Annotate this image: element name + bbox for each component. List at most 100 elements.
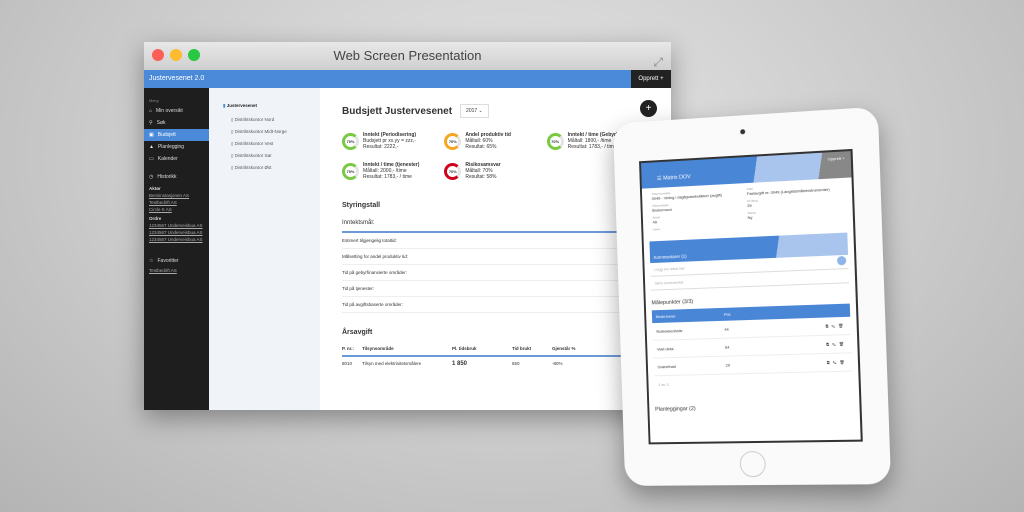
menu-icon[interactable]: ☰ [657, 176, 662, 182]
order-link[interactable]: 1234567 Underveisbua AS [144, 229, 209, 236]
section-title: Årsavgift [342, 329, 649, 336]
progress-ring: 70% [342, 133, 359, 150]
delete-icon[interactable]: 🗑 [839, 360, 847, 365]
sidebar: Meny ⌂ Min oversikt ⚲ Søk ▣ Budsjett ▲ Planl… [144, 88, 209, 410]
browser-window: Web Screen Presentation ⤢ Justervesenet … [144, 42, 671, 410]
kpi-result: Resultat: 1783,- / time [363, 174, 419, 180]
home-button[interactable] [739, 451, 766, 477]
sidebar-item-search[interactable]: ⚲ Søk [144, 117, 209, 129]
styring-row: Estimert tilgjengelig totaltid:20 00 [342, 233, 649, 249]
send-icon[interactable] [837, 256, 846, 265]
row-label: Tid på tjenester: [342, 286, 374, 291]
progress-ring: 70% [444, 133, 461, 150]
zoom-button[interactable] [188, 49, 200, 61]
star-icon: ☆ [149, 258, 153, 264]
cell: Vekt dekk [657, 345, 725, 352]
menu-label: Meny [144, 96, 209, 105]
ipad-field: Omfang 29 [747, 194, 842, 208]
cell: 8010 [342, 361, 362, 367]
kpi-result: Resultat: 2222,- [363, 144, 416, 150]
col-header: Tilsynsområde [362, 346, 452, 351]
col-header: Pl. tidsbruk [452, 346, 512, 351]
field-label: Omfang [747, 194, 842, 203]
kpi-card[interactable]: 70% Inntekt (Periodisering) Budsjett pr xx… [342, 132, 444, 150]
col-header: Pris [724, 310, 794, 317]
kpi-card[interactable]: 70% Risikosamsvar Måltall: 70% Resultat: 58… [444, 162, 546, 180]
tree-item[interactable]: ▯ Distriktskontor Vest [223, 138, 320, 150]
calendar-icon: ▭ [149, 156, 154, 162]
label: Distriktskontor Sør [235, 153, 272, 158]
close-button[interactable] [152, 49, 164, 61]
field-label: Intern [653, 223, 745, 231]
field-value: 29 [747, 203, 752, 208]
add-button[interactable]: + [640, 100, 657, 117]
col-header: Gjenstår % [552, 346, 592, 351]
favorite-link[interactable]: Testbedrift AS [144, 267, 209, 274]
sidebar-item-history[interactable]: ◷ Historikk [144, 171, 209, 183]
order-link[interactable]: 1234567 Underveisbua AS [144, 236, 209, 243]
tree-item[interactable]: ▯ Distriktskontor Øst [223, 162, 320, 174]
progress-ring: 70% [444, 163, 461, 180]
label: Planlegging [158, 144, 184, 150]
ipad-screen: ☰ Matrix DOV Opprett + Tilsynsområde 0049 … [639, 149, 863, 444]
sidebar-item-overview[interactable]: ⌂ Min oversikt [144, 105, 209, 117]
actor-link[interactable]: Bensinstasjonen AS [144, 192, 209, 199]
section-title: Styringstall [342, 202, 649, 209]
styring-row: Tid på gebyrfinansierte områder:3 00 [342, 265, 649, 281]
orders-heading: Ordre [144, 213, 209, 222]
delete-icon[interactable]: 🗑 [839, 341, 847, 346]
table-row[interactable]: 8010 Tilsyn med elektrisitetsmålere 1 850 6… [342, 357, 649, 371]
planning-icon: ▲ [149, 144, 154, 150]
kpi-card[interactable]: 70% Andel produktiv tid Måltall: 60% Result… [444, 132, 546, 150]
notes-title: Planleggingar (2) [655, 403, 853, 413]
label: Min oversikt [156, 108, 183, 114]
styring-row: Inntektsmål:15 30 [342, 215, 649, 233]
cell: Tilsyn med elektrisitetsmålere [362, 361, 452, 367]
label: Distriktskontor Vest [235, 141, 274, 146]
table-body: 8010 Tilsyn med elektrisitetsmålere 1 850 6… [342, 357, 649, 371]
pager[interactable]: 1 av 3 [654, 372, 853, 393]
app-name: Justervesenet 2.0 [149, 75, 204, 82]
sidebar-item-favorites[interactable]: ☆ Favoritter [144, 255, 209, 267]
cell: 29 [725, 361, 795, 368]
sidebar-item-budget[interactable]: ▣ Budsjett [144, 129, 209, 141]
year-select[interactable]: 2017 ⌄ [460, 104, 489, 118]
app-bar: Justervesenet 2.0 Opprett + [144, 70, 671, 88]
sidebar-item-planning[interactable]: ▲ Planlegging [144, 141, 209, 153]
create-button[interactable]: Opprett + [631, 70, 671, 88]
cell: Grønt/frukt [657, 363, 725, 370]
order-link[interactable]: 1234567 Underveisbua AS [144, 222, 209, 229]
tree-item[interactable]: ▯ Distriktskontor Sør [223, 150, 320, 162]
tree-root[interactable]: ▮ Justervesenet [223, 103, 320, 109]
kpi-result: Resultat: 65% [465, 144, 511, 150]
progress-ring: 70% [342, 163, 359, 180]
year-value: 2017 [466, 108, 477, 114]
field-label: Antall [652, 211, 744, 219]
tree-item[interactable]: ▯ Distriktskontor Midt-Norge [223, 126, 320, 138]
ipad-title: Matrix DOV [663, 174, 691, 181]
tree-item[interactable]: ▯ Distriktskontor Nord [223, 114, 320, 126]
col-header: P. nr.: [342, 346, 362, 351]
kpi-card[interactable]: 70% Inntekt / time (tjenester) Måltall: 20… [342, 162, 444, 180]
minimize-button[interactable] [170, 49, 182, 61]
col-header: Beskrivelse [656, 312, 724, 319]
kpi-result: Resultat: 1783,- / time [568, 144, 618, 150]
kpi-result: Resultat: 58% [465, 174, 500, 180]
cell: 64 [725, 343, 795, 350]
table-header: P. nr.: Tilsynsområde Pl. tidsbruk Tid bruk… [342, 342, 649, 357]
ipad-create-button[interactable]: Opprett + [827, 155, 844, 161]
label: Historikk [157, 174, 176, 180]
label: Budsjett [158, 132, 176, 138]
actor-link[interactable]: Circle K AS [144, 206, 209, 213]
label: Kalender [158, 156, 178, 162]
progress-ring: 70% [547, 133, 564, 150]
search-icon: ⚲ [149, 120, 153, 126]
row-label: Inntektsmål: [342, 220, 374, 226]
delete-icon[interactable]: 🗑 [838, 323, 846, 328]
sidebar-item-calendar[interactable]: ▭ Kalender [144, 153, 209, 165]
label: Distriktskontor Midt-Norge [235, 129, 287, 134]
styring-list: Inntektsmål:15 30Estimert tilgjengelig t… [342, 215, 649, 313]
cell: -80% [552, 361, 592, 367]
create-label: Opprett [638, 76, 658, 82]
actor-link[interactable]: Testbedrift AS [144, 199, 209, 206]
